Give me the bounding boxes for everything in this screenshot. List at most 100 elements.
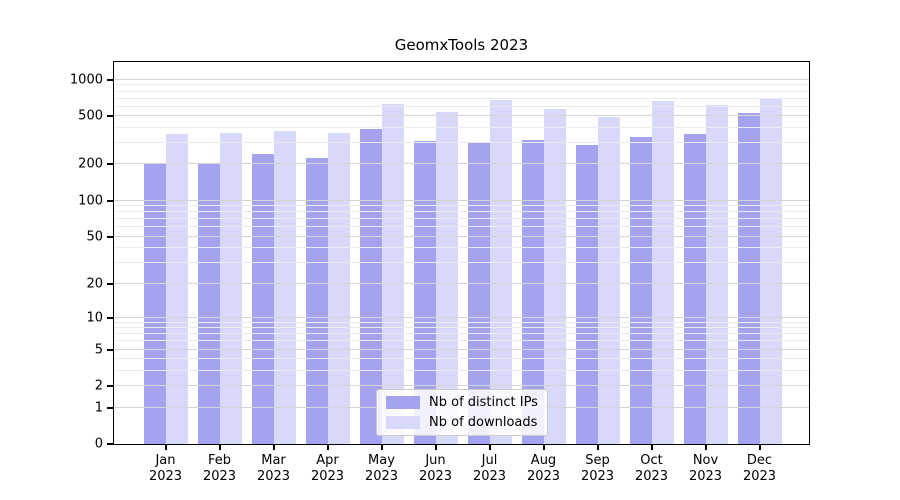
y-tick-label-0: 0 (94, 436, 103, 452)
y-tick-label-2: 2 (94, 378, 103, 394)
bar-downloads-nov (705, 104, 728, 444)
bar-distinct-ips-feb (197, 163, 220, 444)
y-tick-label-500: 500 (78, 108, 103, 124)
y-tick-label-1000: 1000 (69, 72, 103, 88)
month-name: Feb (207, 453, 232, 468)
bar-downloads-jun (435, 111, 458, 444)
x-tick-label-may: May 2023 (365, 453, 398, 485)
bar-distinct-ips-nov (683, 133, 706, 444)
x-tick-label-nov: Nov 2023 (689, 453, 722, 485)
month-year: 2023 (148, 469, 183, 484)
month-name: Jan (155, 453, 176, 468)
x-tick-mark-may (380, 444, 383, 450)
y-tick-label-10: 10 (86, 310, 103, 326)
bar-downloads-feb (219, 133, 242, 444)
legend-swatch-distinct-ips (386, 396, 420, 409)
plot-area: 1000 500 200 100 50 20 10 5 2 1 0 Jan 2023 Feb 2023 Ma… (70, 61, 810, 484)
y-tick-mark-1 (107, 406, 113, 409)
month-year: 2023 (526, 469, 561, 484)
y-tick-label-50: 50 (86, 229, 103, 245)
x-tick-label-jun: Jun 2023 (419, 453, 452, 485)
bar-downloads-mar (273, 131, 296, 444)
y-tick-mark-100 (107, 199, 113, 202)
bar-distinct-ips-may (359, 128, 382, 444)
month-year: 2023 (580, 469, 615, 484)
month-name: Sep (585, 453, 610, 468)
x-tick-mark-oct (650, 444, 653, 450)
y-tick-label-20: 20 (86, 276, 103, 291)
bar-distinct-ips-jun (413, 141, 436, 444)
legend-label-distinct-ips: Nb of distinct IPs (429, 395, 538, 410)
y-tick-mark-20 (107, 282, 113, 285)
legend-item-downloads: Nb of downloads (386, 415, 538, 430)
bar-distinct-ips-apr (305, 157, 328, 444)
x-tick-label-sep: Sep 2023 (581, 453, 614, 485)
month-name: Mar (261, 453, 286, 468)
month-name: May (368, 453, 395, 468)
bar-distinct-ips-jul (467, 142, 490, 444)
x-tick-mark-mar (272, 444, 275, 450)
chart-title: GeomxTools 2023 (394, 36, 529, 54)
bar-distinct-ips-sep (575, 144, 598, 444)
month-year: 2023 (472, 469, 507, 484)
x-tick-mark-sep (596, 444, 599, 450)
month-year: 2023 (364, 469, 399, 484)
legend: Nb of distinct IPs Nb of downloads (376, 389, 548, 436)
y-tick-mark-2 (107, 385, 113, 388)
bar-distinct-ips-jan (143, 163, 166, 444)
month-name: Dec (746, 453, 773, 468)
x-tick-label-aug: Aug 2023 (527, 453, 560, 485)
month-name: Oct (640, 453, 663, 468)
bar-distinct-ips-dec (737, 113, 760, 444)
month-name: Jul (481, 453, 498, 468)
x-tick-mark-dec (758, 444, 761, 450)
x-tick-mark-jan (164, 444, 167, 450)
month-year: 2023 (688, 469, 723, 484)
month-name: Nov (692, 453, 719, 468)
y-tick-mark-10 (107, 316, 113, 319)
bar-downloads-jul (489, 99, 512, 444)
month-name: Jun (425, 453, 446, 468)
bars-layer (114, 62, 809, 444)
x-tick-mark-nov (704, 444, 707, 450)
y-tick-label-100: 100 (78, 193, 103, 209)
bar-distinct-ips-aug (521, 140, 544, 444)
y-tick-mark-5 (107, 348, 113, 351)
y-tick-label-1: 1 (94, 400, 103, 415)
x-tick-mark-feb (218, 444, 221, 450)
legend-swatch-downloads (386, 416, 420, 429)
y-tick-label-200: 200 (78, 156, 103, 172)
y-tick-label-5: 5 (94, 342, 103, 357)
y-tick-mark-1000 (107, 78, 113, 81)
x-tick-label-mar: Mar 2023 (257, 453, 290, 485)
x-tick-label-jan: Jan 2023 (149, 453, 182, 485)
month-year: 2023 (256, 469, 291, 484)
x-tick-label-feb: Feb 2023 (203, 453, 236, 485)
month-year: 2023 (742, 469, 777, 484)
y-tick-mark-200 (107, 163, 113, 166)
y-tick-mark-500 (107, 115, 113, 118)
x-tick-label-dec: Dec 2023 (743, 453, 776, 485)
month-year: 2023 (634, 469, 669, 484)
bar-downloads-aug (543, 108, 566, 444)
legend-label-downloads: Nb of downloads (429, 415, 538, 430)
x-tick-label-oct: Oct 2023 (635, 453, 668, 485)
x-tick-mark-jun (434, 444, 437, 450)
month-year: 2023 (202, 469, 237, 484)
x-tick-label-jul: Jul 2023 (473, 453, 506, 485)
month-year: 2023 (310, 469, 345, 484)
y-tick-mark-0 (107, 443, 113, 445)
month-name: Aug (530, 453, 557, 468)
bar-distinct-ips-oct (629, 136, 652, 444)
bar-downloads-dec (759, 99, 782, 444)
month-year: 2023 (418, 469, 453, 484)
y-tick-mark-50 (107, 235, 113, 238)
bar-downloads-apr (327, 133, 350, 444)
bar-downloads-sep (597, 117, 620, 444)
x-tick-label-apr: Apr 2023 (311, 453, 344, 485)
x-tick-mark-jul (488, 444, 491, 450)
legend-item-distinct-ips: Nb of distinct IPs (386, 395, 538, 410)
bar-downloads-jan (165, 134, 188, 444)
x-tick-mark-apr (326, 444, 329, 450)
